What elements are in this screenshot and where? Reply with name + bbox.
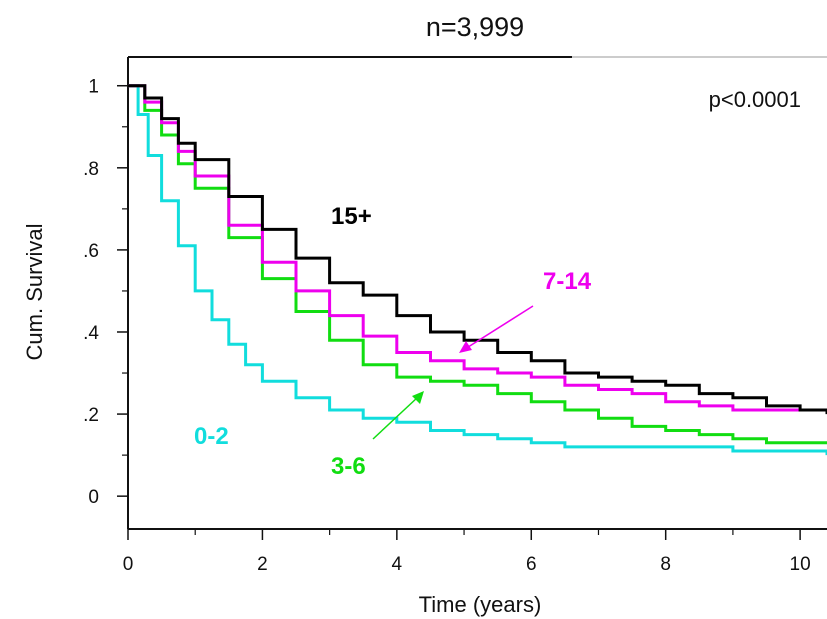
arrow-3-6-head	[412, 391, 424, 404]
arrow-3-6-shaft	[372, 396, 419, 440]
plot-frame	[127, 56, 827, 530]
x-axis-label: Time (years)	[419, 592, 542, 617]
arrow-7-14-head	[459, 341, 472, 353]
survival-curve-0-2	[128, 84, 827, 456]
y-tick-label: 1	[88, 77, 99, 98]
y-axis-label: Cum. Survival	[22, 224, 47, 361]
x-tick-label: 2	[257, 554, 268, 575]
survival-curves	[128, 84, 827, 456]
x-tick-label: 4	[392, 554, 403, 575]
chart-title: n=3,999	[426, 12, 524, 42]
survival-curve-3-6	[128, 84, 827, 445]
x-tick-label: 10	[790, 554, 811, 575]
y-tick-label: .6	[83, 241, 99, 262]
x-tick-label: 6	[526, 554, 537, 575]
arrow-3-6	[372, 391, 424, 440]
survival-curve-15plus	[128, 84, 827, 415]
series-label-0-2: 0-2	[194, 423, 229, 450]
arrow-7-14-shaft	[464, 305, 534, 350]
x-tick-label: 0	[123, 554, 134, 575]
series-label-15plus: 15+	[331, 203, 372, 230]
survival-curve-7-14	[128, 84, 827, 412]
x-tick-label: 8	[660, 554, 671, 575]
series-label-7-14: 7-14	[543, 268, 592, 295]
y-tick-label: .8	[83, 159, 99, 180]
axis-ticks: 0 2 4 6 8 10 0 .2 .4 .6 .8 1	[83, 77, 811, 575]
y-tick-label: .2	[83, 405, 99, 426]
y-tick-label: 0	[88, 487, 99, 508]
arrow-7-14	[459, 305, 534, 353]
y-tick-label: .4	[83, 323, 99, 344]
p-value-label: p<0.0001	[709, 87, 801, 112]
series-label-3-6: 3-6	[331, 453, 366, 480]
